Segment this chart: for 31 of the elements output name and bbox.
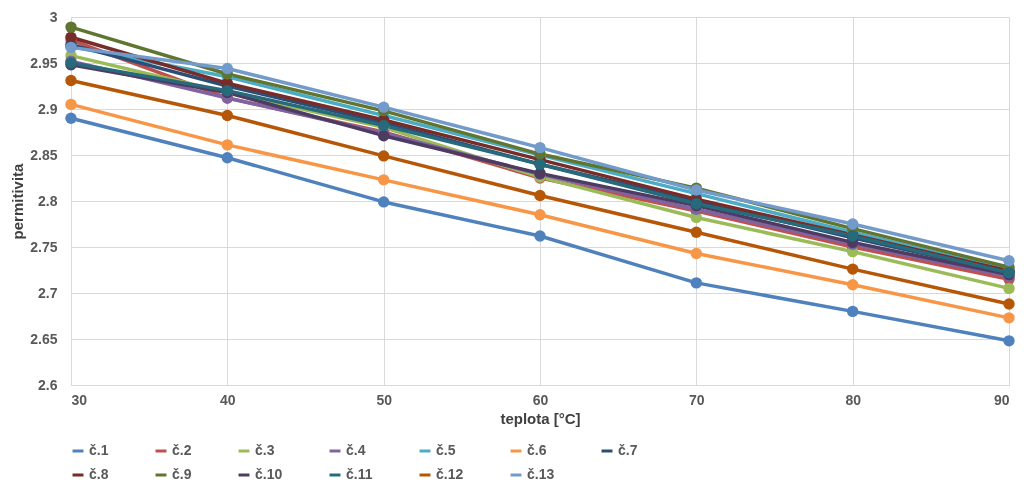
y-tick-label: 2.7	[38, 284, 58, 301]
legend-label: č.10	[255, 466, 283, 482]
legend-label: č.9	[172, 466, 192, 482]
x-tick-label: 70	[689, 391, 705, 408]
legend-label: č.1	[89, 442, 109, 458]
legend-label: č.5	[436, 442, 456, 458]
x-tick-label: 50	[376, 391, 393, 408]
x-axis-title: teplota [°C]	[500, 409, 581, 427]
legend-label: č.13	[527, 466, 555, 482]
legend-label: č.8	[89, 466, 109, 482]
y-tick-label: 2.85	[30, 146, 58, 163]
legend-label: č.4	[346, 442, 366, 458]
x-tick-label: 80	[845, 391, 862, 408]
legend-label: č.3	[255, 442, 275, 458]
x-tick-label: 90	[993, 391, 1010, 408]
x-tick-label: 40	[220, 391, 236, 408]
x-tick-label: 60	[532, 391, 549, 408]
y-tick-label: 2.9	[38, 100, 58, 117]
legend-label: č.7	[618, 442, 638, 458]
x-tick-label: 30	[71, 391, 88, 408]
y-tick-label: 2.75	[30, 238, 58, 255]
y-tick-label: 2.6	[38, 376, 58, 393]
y-axis-title: permitivita	[9, 162, 27, 240]
y-tick-label: 2.95	[30, 54, 58, 71]
legend-label: č.12	[436, 466, 464, 482]
legend-label: č.11	[346, 466, 373, 482]
legend-label: č.6	[527, 442, 547, 458]
y-tick-label: 2.65	[30, 330, 58, 347]
y-tick-label: 2.8	[38, 192, 58, 209]
y-tick-label: 3	[49, 8, 58, 25]
legend-label: č.2	[172, 442, 192, 458]
